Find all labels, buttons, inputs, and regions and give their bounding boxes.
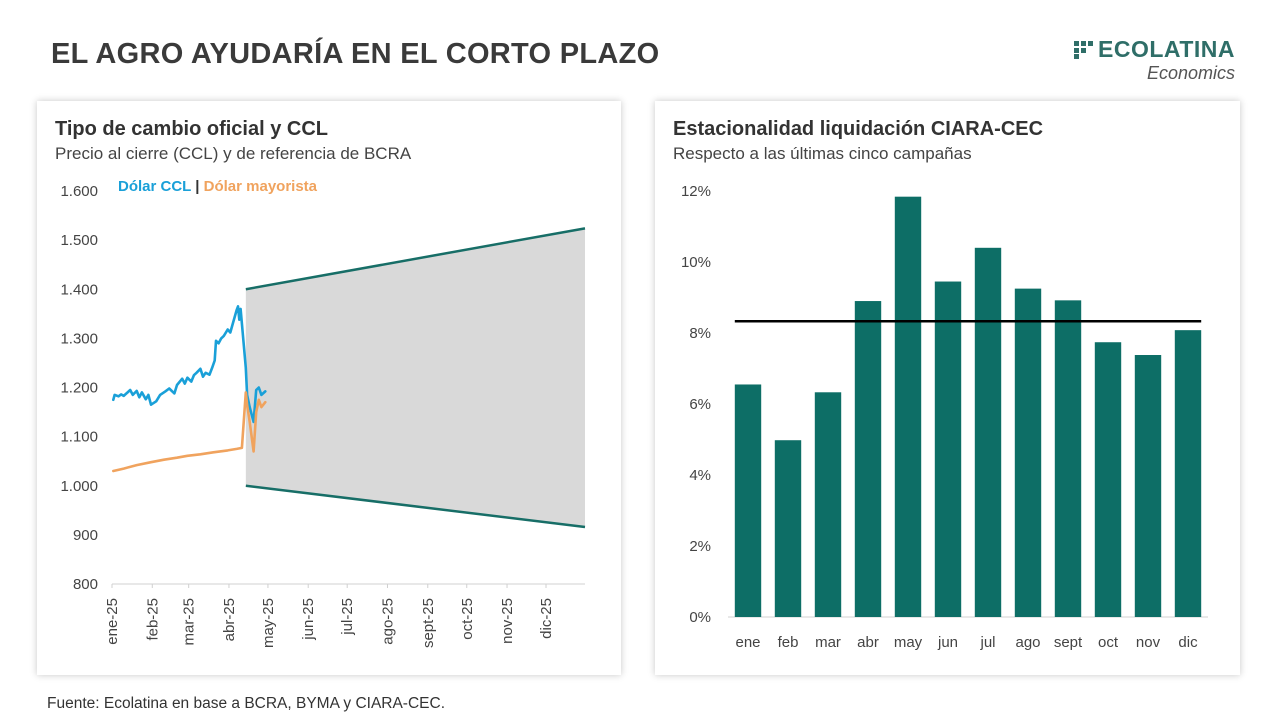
- x-tick-label: may-25: [260, 598, 277, 648]
- chart-legend: Dólar CCL | Dólar mayorista: [118, 178, 317, 195]
- bar-chart: 0% 2% 4% 6% 8% 10% 12% ene feb mar abr may jun jul ago…: [681, 183, 1208, 651]
- chart-subtitle: Respecto a las últimas cinco campañas: [673, 144, 972, 163]
- band-area: [245, 228, 585, 528]
- y-tick-label: 1.300: [60, 330, 98, 347]
- x-tick-label: nov: [1136, 634, 1161, 651]
- bar-oct: [1094, 342, 1122, 617]
- bar-ene: [734, 384, 762, 617]
- grid-squares-icon: [1074, 40, 1094, 59]
- bar-feb: [774, 440, 802, 617]
- bar-sept: [1054, 300, 1082, 617]
- legend-item-mayorista: Dólar mayorista: [203, 178, 318, 195]
- x-tick-label: jun: [937, 634, 958, 651]
- x-tick-label: jul-25: [339, 598, 356, 636]
- y-tick-label: 1.200: [60, 380, 98, 397]
- exchange-rate-chart-card: Tipo de cambio oficial y CCL Precio al c…: [37, 101, 621, 675]
- y-tick-label: 10%: [681, 254, 711, 271]
- y-tick-label: 12%: [681, 183, 711, 200]
- x-tick-label: oct-25: [459, 598, 476, 640]
- legend-item-ccl: Dólar CCL: [118, 178, 192, 195]
- source-note: Fuente: Ecolatina en base a BCRA, BYMA y…: [47, 695, 446, 712]
- chart-subtitle: Precio al cierre (CCL) y de referencia d…: [55, 144, 412, 163]
- bar-jun: [934, 281, 962, 617]
- bar-dic: [1174, 330, 1202, 617]
- x-tick-label: mar-25: [181, 598, 198, 646]
- page-title: EL AGRO AYUDARÍA EN EL CORTO PLAZO: [51, 38, 660, 70]
- chart-title: Tipo de cambio oficial y CCL: [55, 118, 329, 140]
- x-tick-label: ene: [735, 634, 760, 651]
- x-tick-label: oct: [1098, 634, 1119, 651]
- legend-separator: |: [195, 178, 200, 195]
- bar-mar: [814, 392, 842, 617]
- bar-jul: [974, 247, 1002, 618]
- band-lower-line: [245, 484, 586, 529]
- series-line-mayorista: [112, 391, 267, 473]
- x-tick-label: ago-25: [379, 598, 396, 645]
- y-tick-label: 6%: [689, 396, 711, 413]
- x-tick-label: abr-25: [221, 598, 238, 641]
- brand-name: ECOLATINA: [1098, 36, 1235, 62]
- y-tick-label: 2%: [689, 538, 711, 555]
- x-tick-label: dic: [1178, 634, 1198, 651]
- x-tick-label: nov-25: [499, 598, 516, 644]
- y-tick-label: 800: [73, 576, 98, 593]
- y-tick-label: 8%: [689, 325, 711, 342]
- bar-abr: [854, 301, 882, 617]
- y-tick-label: 900: [73, 527, 98, 544]
- band-upper-line: [245, 227, 586, 291]
- x-tick-label: feb: [778, 634, 799, 651]
- bar-nov: [1134, 355, 1162, 617]
- x-tick-label: sept-25: [420, 598, 437, 648]
- y-tick-label: 0%: [689, 609, 711, 626]
- x-tick-label: may: [894, 634, 923, 651]
- y-tick-label: 1.000: [60, 478, 98, 495]
- x-tick-label: mar: [815, 634, 841, 651]
- y-tick-label: 1.100: [60, 429, 98, 446]
- chart-title: Estacionalidad liquidación CIARA-CEC: [673, 118, 1044, 140]
- x-tick-label: ago: [1015, 634, 1040, 651]
- x-tick-label: ene-25: [104, 598, 121, 645]
- seasonality-chart-card: Estacionalidad liquidación CIARA-CEC Res…: [655, 101, 1240, 675]
- x-tick-label: dic-25: [538, 598, 555, 639]
- y-tick-label: 4%: [689, 467, 711, 484]
- brand-logo: ECOLATINA Economics: [1074, 36, 1235, 84]
- y-tick-label: 1.400: [60, 281, 98, 298]
- x-tick-label: jun-25: [300, 598, 317, 641]
- x-tick-label: sept: [1054, 634, 1083, 651]
- x-tick-label: jul: [979, 634, 995, 651]
- brand-name-row: ECOLATINA: [1074, 36, 1235, 63]
- x-tick-label: abr: [857, 634, 879, 651]
- brand-subtitle: Economics: [1146, 63, 1235, 83]
- bar-ago: [1014, 288, 1042, 617]
- x-tick-label: feb-25: [144, 598, 161, 641]
- series-line-ccl: [112, 305, 267, 424]
- bar-may: [894, 196, 922, 617]
- y-tick-label: 1.500: [60, 232, 98, 249]
- line-chart: 800 900 1.000 1.100 1.200 1.300 1.400 1.500 1.60…: [60, 183, 586, 648]
- y-tick-label: 1.600: [60, 183, 98, 200]
